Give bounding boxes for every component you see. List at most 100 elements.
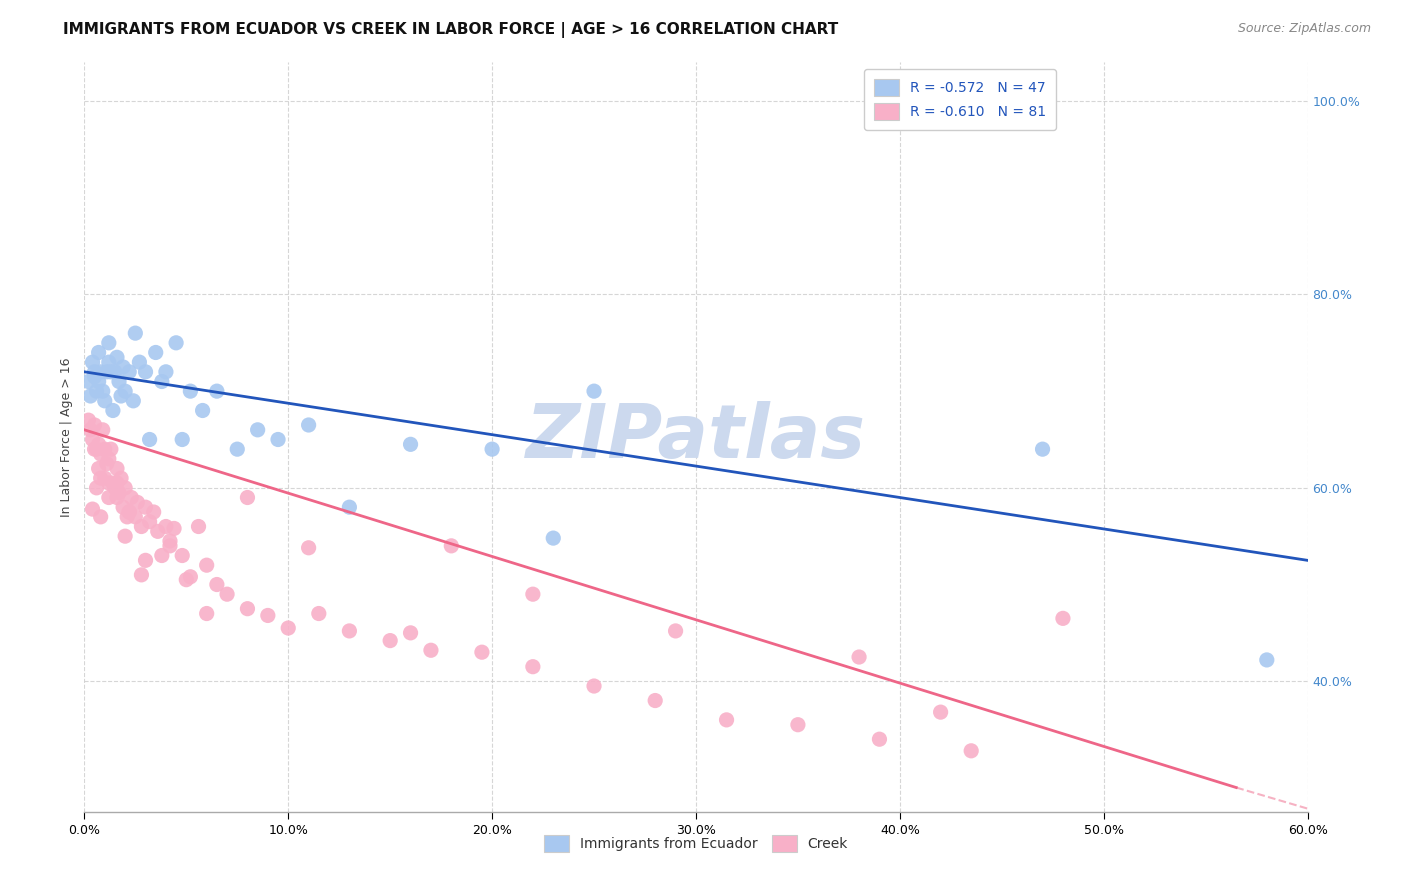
- Point: [246, 423, 269, 437]
- Point: [128, 355, 150, 369]
- Point: [267, 433, 290, 447]
- Point: [131, 519, 153, 533]
- Point: [97, 355, 120, 369]
- Point: [110, 389, 132, 403]
- Point: [82, 433, 104, 447]
- Point: [172, 549, 194, 563]
- Point: [716, 713, 738, 727]
- Point: [82, 355, 104, 369]
- Point: [195, 607, 218, 621]
- Point: [90, 509, 112, 524]
- Point: [104, 365, 127, 379]
- Point: [120, 491, 142, 505]
- Point: [86, 481, 108, 495]
- Point: [118, 365, 141, 379]
- Point: [236, 601, 259, 615]
- Point: [100, 442, 122, 457]
- Point: [205, 384, 228, 399]
- Point: [787, 717, 810, 731]
- Point: [86, 384, 108, 399]
- Point: [665, 624, 688, 638]
- Point: [179, 570, 201, 584]
- Point: [105, 475, 128, 490]
- Point: [142, 505, 165, 519]
- Point: [150, 375, 173, 389]
- Point: [90, 447, 112, 461]
- Point: [172, 433, 194, 447]
- Point: [87, 437, 110, 451]
- Point: [522, 587, 544, 601]
- Point: [481, 442, 503, 457]
- Point: [83, 369, 105, 384]
- Point: [195, 558, 218, 573]
- Point: [96, 457, 118, 471]
- Point: [101, 403, 124, 417]
- Point: [135, 500, 157, 515]
- Point: [97, 335, 120, 350]
- Point: [205, 577, 228, 591]
- Point: [339, 500, 361, 515]
- Point: [110, 471, 132, 485]
- Point: [93, 393, 115, 408]
- Text: Source: ZipAtlas.com: Source: ZipAtlas.com: [1237, 22, 1371, 36]
- Point: [79, 389, 101, 403]
- Point: [869, 732, 891, 747]
- Point: [522, 659, 544, 673]
- Point: [127, 495, 149, 509]
- Point: [105, 491, 128, 505]
- Point: [108, 485, 131, 500]
- Point: [108, 375, 131, 389]
- Point: [91, 384, 114, 399]
- Point: [114, 481, 136, 495]
- Point: [543, 531, 565, 545]
- Point: [339, 624, 361, 638]
- Point: [97, 475, 120, 490]
- Point: [115, 509, 138, 524]
- Point: [420, 643, 443, 657]
- Point: [298, 417, 321, 432]
- Point: [118, 505, 141, 519]
- Point: [179, 384, 201, 399]
- Point: [96, 365, 118, 379]
- Point: [146, 524, 169, 539]
- Point: [960, 744, 983, 758]
- Point: [91, 423, 114, 437]
- Point: [155, 519, 177, 533]
- Point: [77, 375, 100, 389]
- Point: [138, 515, 160, 529]
- Text: IMMIGRANTS FROM ECUADOR VS CREEK IN LABOR FORCE | AGE > 16 CORRELATION CHART: IMMIGRANTS FROM ECUADOR VS CREEK IN LABO…: [63, 22, 838, 38]
- Point: [105, 351, 128, 365]
- Point: [114, 384, 136, 399]
- Point: [112, 359, 135, 374]
- Point: [90, 471, 112, 485]
- Point: [298, 541, 321, 555]
- Point: [583, 384, 606, 399]
- Point: [124, 326, 146, 340]
- Point: [124, 509, 146, 524]
- Point: [399, 437, 422, 451]
- Point: [135, 365, 157, 379]
- Point: [191, 403, 214, 417]
- Point: [101, 475, 124, 490]
- Point: [87, 461, 110, 475]
- Point: [97, 451, 120, 466]
- Point: [644, 693, 666, 707]
- Point: [97, 491, 120, 505]
- Point: [79, 423, 101, 437]
- Point: [104, 481, 127, 495]
- Point: [118, 505, 141, 519]
- Point: [145, 345, 167, 359]
- Point: [150, 549, 173, 563]
- Point: [90, 365, 112, 379]
- Point: [93, 442, 115, 457]
- Point: [135, 553, 157, 567]
- Point: [929, 705, 952, 719]
- Point: [1256, 653, 1278, 667]
- Point: [100, 365, 122, 379]
- Point: [165, 335, 187, 350]
- Point: [380, 633, 402, 648]
- Point: [187, 519, 209, 533]
- Point: [82, 502, 104, 516]
- Point: [848, 650, 870, 665]
- Point: [440, 539, 463, 553]
